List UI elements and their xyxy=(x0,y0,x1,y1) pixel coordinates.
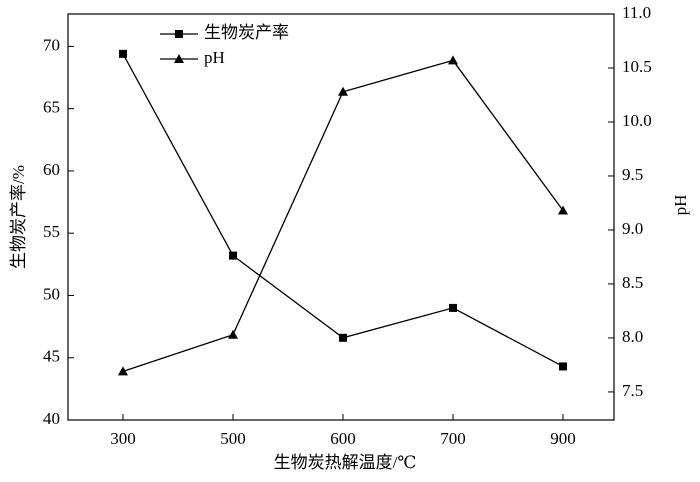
marker xyxy=(175,30,183,38)
x-tick-label: 300 xyxy=(110,429,136,448)
marker xyxy=(448,55,458,65)
y2-tick-label: 8.5 xyxy=(622,273,643,292)
y-tick-label: 55 xyxy=(43,222,60,241)
marker xyxy=(119,49,127,58)
marker xyxy=(338,86,348,96)
series-line xyxy=(122,59,564,373)
x-axis-label: 生物炭热解温度/℃ xyxy=(274,453,417,472)
marker xyxy=(118,366,128,376)
y2-tick-label: 9.0 xyxy=(622,219,643,238)
y2-tick-label: 11.0 xyxy=(622,3,651,22)
y2-tick-label: 7.5 xyxy=(622,381,643,400)
y2-tick-label: 8.0 xyxy=(622,327,643,346)
y-tick-label: 60 xyxy=(43,160,60,179)
marker xyxy=(174,54,184,63)
x-tick-label: 500 xyxy=(220,429,246,448)
y2-axis-label: pH xyxy=(671,195,690,216)
marker xyxy=(558,205,568,215)
marker xyxy=(229,251,237,260)
x-tick-label: 700 xyxy=(440,429,466,448)
y-axis-label: 生物炭产率/% xyxy=(9,165,28,269)
marker xyxy=(559,362,567,371)
y-tick-label: 50 xyxy=(43,284,60,303)
y-tick-label: 45 xyxy=(43,347,60,366)
y2-tick-label: 10.0 xyxy=(622,111,652,130)
x-tick-label: 600 xyxy=(330,429,356,448)
y-tick-label: 65 xyxy=(43,98,60,117)
legend-label: pH xyxy=(204,48,225,67)
plot-frame xyxy=(67,13,615,421)
x-tick-label: 900 xyxy=(550,429,576,448)
marker xyxy=(228,329,238,339)
y-tick-label: 40 xyxy=(43,409,60,428)
legend-label: 生物炭产率 xyxy=(204,23,289,42)
y-tick-label: 70 xyxy=(43,35,60,54)
marker xyxy=(339,333,347,342)
marker xyxy=(449,303,457,312)
y2-tick-label: 9.5 xyxy=(622,165,643,184)
y2-tick-label: 10.5 xyxy=(622,57,652,76)
series-line xyxy=(122,53,564,368)
